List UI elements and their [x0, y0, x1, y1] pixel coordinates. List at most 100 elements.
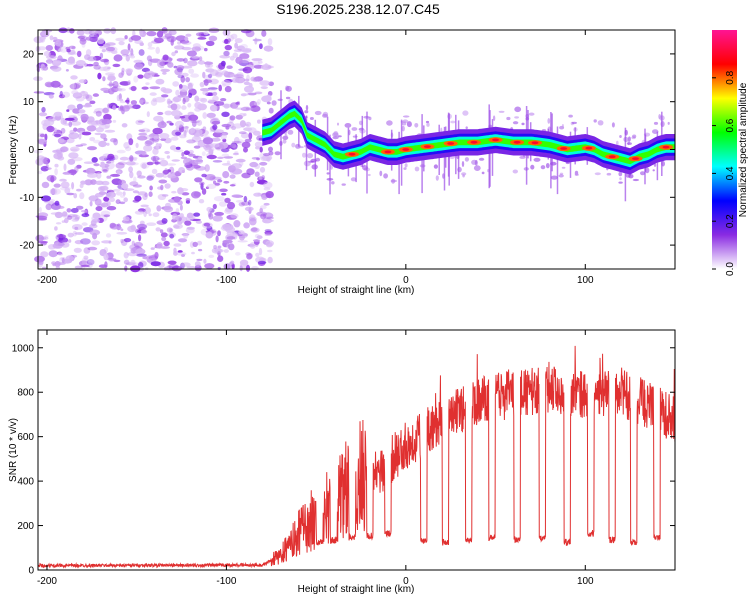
noise-blob	[165, 163, 177, 166]
noise-blob	[100, 210, 111, 218]
noise-blob	[215, 235, 219, 243]
noise-blob	[173, 45, 185, 50]
noise-blob	[241, 201, 250, 206]
noise-blob	[154, 96, 166, 103]
noise-blob	[182, 157, 193, 166]
noise-blob	[121, 123, 128, 128]
noise-blob	[193, 132, 201, 140]
noise-blob	[222, 239, 233, 244]
ridge-halo-blob	[352, 135, 358, 138]
noise-blob	[248, 199, 252, 206]
noise-blob	[200, 88, 210, 92]
ridge-halo-blob	[606, 172, 612, 176]
noise-blob	[229, 115, 236, 121]
noise-blob	[162, 54, 169, 61]
y-tick-label: 200	[17, 521, 34, 532]
noise-blob	[207, 87, 218, 90]
noise-blob	[203, 222, 211, 227]
spectrogram-ridge	[262, 85, 675, 202]
noise-blob	[160, 138, 167, 142]
noise-blob	[128, 166, 134, 173]
noise-blob	[93, 61, 99, 67]
noise-blob	[263, 181, 273, 189]
noise-blob	[250, 227, 258, 232]
noise-blob	[71, 218, 79, 222]
noise-blob	[41, 181, 50, 189]
noise-blob	[138, 49, 145, 56]
noise-blob	[55, 148, 66, 154]
noise-blob	[174, 50, 178, 54]
noise-blob	[141, 86, 149, 90]
noise-blob	[73, 127, 78, 132]
noise-blob	[233, 145, 238, 150]
noise-blob	[179, 115, 186, 119]
ridge-halo-blob	[521, 122, 525, 126]
noise-blob	[257, 60, 263, 64]
noise-blob	[241, 93, 250, 96]
noise-blob	[202, 71, 206, 79]
noise-blob	[212, 215, 223, 222]
noise-blob	[88, 195, 99, 202]
snr-panel: -200 -100 0 100 0 200 400 600 800 1000 Height of…	[8, 329, 676, 595]
noise-blob	[173, 196, 181, 203]
noise-blob	[137, 175, 146, 179]
ridge-halo-blob	[309, 117, 314, 120]
noise-blob	[82, 104, 93, 108]
noise-blob	[160, 246, 170, 249]
noise-blob	[221, 60, 226, 67]
noise-blob	[97, 66, 109, 71]
noise-blob	[206, 154, 217, 160]
noise-blob	[155, 142, 160, 150]
noise-blob	[206, 206, 212, 212]
noise-blob	[55, 205, 65, 209]
ridge-halo-blob	[498, 110, 505, 113]
noise-blob	[79, 35, 88, 42]
noise-blob	[41, 106, 46, 113]
noise-blob	[212, 95, 219, 102]
noise-blob	[123, 251, 129, 259]
noise-blob	[223, 103, 230, 109]
noise-blob	[248, 132, 253, 140]
noise-blob	[204, 61, 211, 68]
noise-blob	[103, 113, 112, 121]
noise-blob	[176, 58, 185, 62]
noise-blob	[97, 120, 103, 127]
noise-blob	[71, 224, 83, 231]
noise-blob	[108, 240, 112, 245]
noise-blob	[56, 251, 63, 255]
noise-blob	[154, 161, 161, 165]
x-tick-label: -200	[37, 275, 57, 286]
noise-blob	[66, 109, 70, 112]
noise-blob	[81, 42, 86, 48]
noise-blob	[230, 213, 239, 219]
noise-blob	[162, 88, 173, 94]
ridge-halo-blob	[461, 172, 467, 176]
noise-blob	[217, 255, 224, 262]
noise-blob	[99, 52, 104, 59]
noise-blob	[185, 215, 194, 221]
noise-blob	[101, 49, 106, 53]
noise-blob	[38, 260, 44, 265]
noise-blob	[44, 133, 48, 141]
noise-blob	[120, 238, 124, 244]
noise-blob	[246, 74, 250, 82]
noise-blob	[112, 119, 117, 123]
noise-blob	[85, 94, 93, 102]
noise-blob	[218, 84, 222, 92]
noise-blob	[175, 89, 180, 96]
ridge-halo-blob	[303, 160, 311, 167]
noise-blob	[71, 214, 81, 221]
ridge-hotspot-inner	[513, 140, 521, 144]
noise-blob	[89, 200, 93, 207]
noise-blob	[140, 229, 148, 234]
noise-blob	[150, 155, 160, 162]
noise-blob	[176, 252, 187, 256]
ridge-halo-blob	[298, 146, 304, 149]
noise-blob	[138, 132, 148, 136]
noise-blob	[249, 161, 259, 168]
noise-blob	[59, 178, 67, 182]
noise-blob	[95, 110, 102, 117]
noise-blob	[138, 262, 144, 269]
noise-blob	[181, 46, 192, 51]
noise-blob	[53, 152, 63, 160]
